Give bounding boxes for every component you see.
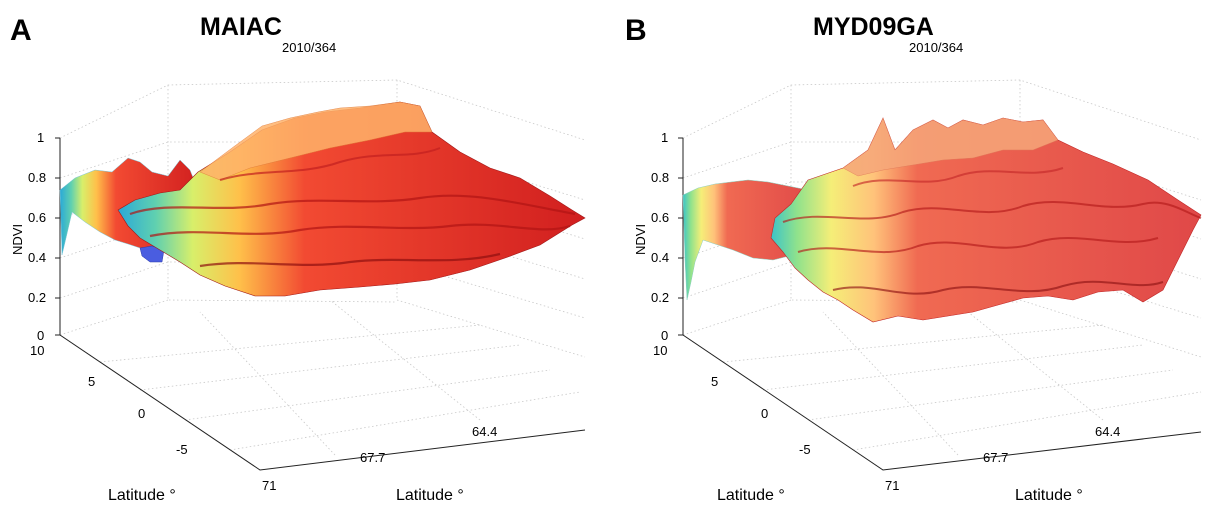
chart-title-b: MYD09GA bbox=[813, 13, 934, 41]
panel-letter-a: A bbox=[10, 14, 32, 47]
x-axis-label-right-a: Latitude ° bbox=[396, 487, 464, 504]
z-tick-a-3: 0.6 bbox=[28, 210, 46, 225]
z-tick-b-0: 0 bbox=[661, 328, 668, 343]
surface-blue-dip bbox=[139, 245, 165, 263]
z-tick-b-1: 0.2 bbox=[651, 290, 669, 305]
z-tick-b-2: 0.4 bbox=[651, 250, 669, 265]
surface-wave-2 bbox=[149, 223, 571, 238]
surface-wave-1 bbox=[782, 201, 1202, 223]
axis-frame bbox=[678, 137, 1202, 471]
lon-tick-b-1: 5 bbox=[711, 374, 718, 389]
z-axis-label-a: NDVI bbox=[10, 224, 25, 255]
z-axis-label-b: NDVI bbox=[633, 224, 648, 255]
ndvi-surface bbox=[682, 117, 1202, 323]
surface-wave-4 bbox=[219, 147, 441, 181]
surface-wave-4 bbox=[852, 167, 1064, 187]
lon-tick-a-1: 5 bbox=[88, 374, 95, 389]
surface-wave-3 bbox=[832, 280, 1164, 295]
lon-tick-b-3: -5 bbox=[799, 442, 811, 457]
x-axis-label-right-b: Latitude ° bbox=[1015, 487, 1083, 504]
panel-b: B MYD09GA 2010/364 NDVI 0 0.2 0.4 0.6 0.… bbox=[603, 0, 1206, 510]
surface-chart-b: B MYD09GA 2010/364 NDVI 0 0.2 0.4 0.6 0.… bbox=[625, 13, 1202, 504]
x-axis-label-left-a: Latitude ° bbox=[108, 487, 176, 504]
lon-tick-a-0: 10 bbox=[30, 343, 44, 358]
surface-chart-a: A MAIAC 2010/364 NDVI 0 0.2 0.4 0.6 0.8 … bbox=[10, 13, 586, 504]
z-tick-a-4: 0.8 bbox=[28, 170, 46, 185]
ndvi-surface bbox=[59, 101, 586, 297]
lat-tick-a-1: 67.7 bbox=[360, 450, 385, 465]
panel-a: A MAIAC 2010/364 NDVI 0 0.2 0.4 0.6 0.8 … bbox=[10, 13, 586, 504]
chart-subtitle-a: 2010/364 bbox=[282, 40, 336, 55]
z-tick-a-5: 1 bbox=[37, 130, 44, 145]
z-tick-a-0: 0 bbox=[37, 328, 44, 343]
lat-tick-b-1: 67.7 bbox=[983, 450, 1008, 465]
surface-wave-1 bbox=[129, 194, 576, 216]
lat-tick-a-2: 64.4 bbox=[472, 424, 497, 439]
lat-tick-b-2: 64.4 bbox=[1095, 424, 1120, 439]
lat-tick-a-0: 71 bbox=[262, 478, 276, 493]
surface-wave-2 bbox=[797, 237, 1159, 253]
z-tick-b-4: 0.8 bbox=[651, 170, 669, 185]
lon-tick-b-2: 0 bbox=[761, 406, 768, 421]
lon-tick-a-2: 0 bbox=[138, 406, 145, 421]
z-tick-b-3: 0.6 bbox=[651, 210, 669, 225]
surface-back-wall bbox=[199, 101, 433, 181]
surface-wave-3 bbox=[199, 252, 501, 268]
lat-tick-b-0: 71 bbox=[885, 478, 899, 493]
lon-tick-a-3: -5 bbox=[176, 442, 188, 457]
z-tick-a-2: 0.4 bbox=[28, 250, 46, 265]
x-axis-label-left-b: Latitude ° bbox=[717, 487, 785, 504]
chart-subtitle-b: 2010/364 bbox=[909, 40, 963, 55]
axis-frame bbox=[55, 137, 586, 471]
surface-back-peaks bbox=[842, 117, 1059, 177]
lon-tick-b-0: 10 bbox=[653, 343, 667, 358]
z-tick-b-5: 1 bbox=[661, 130, 668, 145]
chart-title-a: MAIAC bbox=[200, 13, 282, 41]
z-tick-a-1: 0.2 bbox=[28, 290, 46, 305]
panel-letter-b: B bbox=[625, 14, 647, 47]
